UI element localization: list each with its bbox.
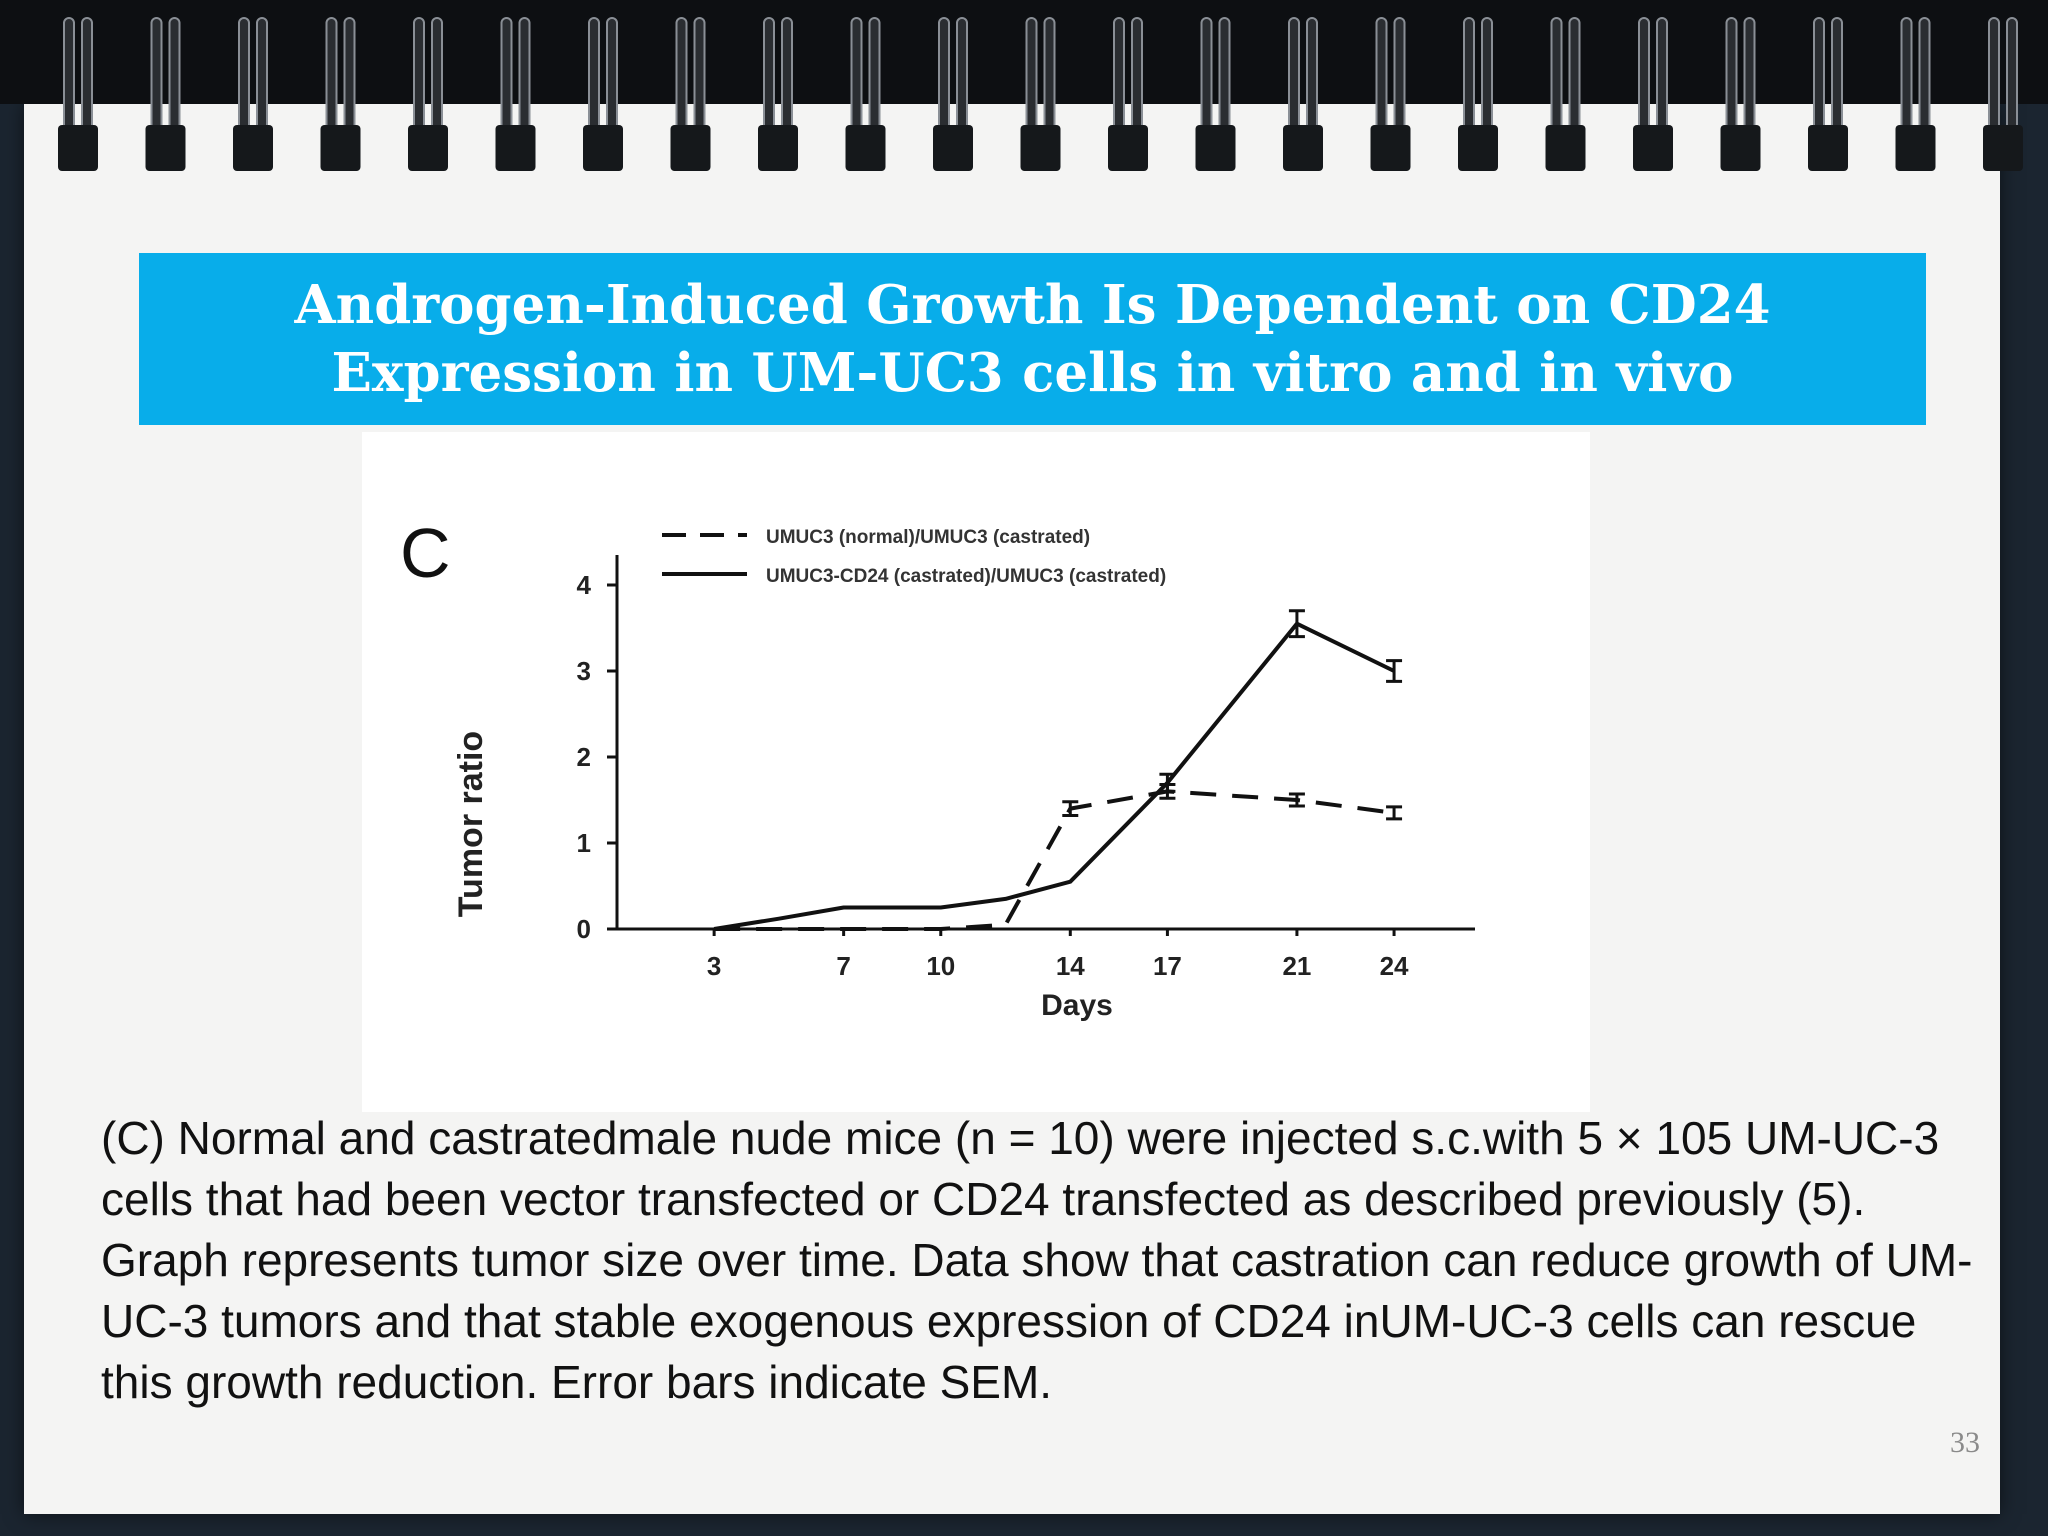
slide-title-line-1: Androgen-Induced Growth Is Dependent on … xyxy=(294,274,1771,336)
spiral-ring xyxy=(1195,17,1236,171)
spiral-ring xyxy=(1633,17,1673,171)
chart-panel: C Tumor ratio Days UMUC3 (normal)/UMUC3 … xyxy=(362,432,1590,1112)
spiral-ring xyxy=(1983,17,2023,171)
spiral-ring xyxy=(1808,17,1848,171)
y-tick-label: 4 xyxy=(577,570,592,600)
spiral-ring xyxy=(933,17,973,171)
spiral-ring xyxy=(1458,17,1498,171)
spiral-ring xyxy=(320,17,361,171)
spiral-ring xyxy=(1108,17,1148,171)
x-tick-label: 21 xyxy=(1282,951,1311,981)
x-tick-label: 24 xyxy=(1380,951,1409,981)
y-tick-label: 2 xyxy=(577,742,591,772)
series-line-1 xyxy=(714,789,1395,931)
spiral-ring xyxy=(408,17,448,171)
spiral-ring xyxy=(495,17,536,171)
tumor-ratio-chart: C Tumor ratio Days UMUC3 (normal)/UMUC3 … xyxy=(400,514,1475,1022)
panel-label: C xyxy=(400,514,451,592)
spiral-ring xyxy=(1020,17,1061,171)
binding-strip xyxy=(0,0,2048,104)
spiral-ring xyxy=(145,17,186,171)
y-tick-label: 1 xyxy=(577,828,591,858)
spiral-ring xyxy=(1545,17,1586,171)
slide-title-line-2: Expression in UM-UC3 cells in vitro and … xyxy=(331,342,1734,404)
x-tick-label: 10 xyxy=(926,951,955,981)
x-tick-label: 7 xyxy=(836,951,850,981)
y-axis-label: Tumor ratio xyxy=(452,731,490,917)
x-tick-label: 3 xyxy=(707,951,721,981)
x-axis-label: Days xyxy=(1041,989,1113,1022)
legend-label-series-1: UMUC3 (normal)/UMUC3 (castrated) xyxy=(766,527,1090,548)
spiral-ring xyxy=(58,17,98,171)
y-tick-label: 3 xyxy=(577,656,591,686)
spiral-ring xyxy=(845,17,886,171)
spiral-ring xyxy=(1895,17,1936,171)
spiral-ring xyxy=(1283,17,1323,171)
x-tick-label: 17 xyxy=(1153,951,1182,981)
figure-caption: (C) Normal and castratedmale nude mice (… xyxy=(101,1112,1973,1408)
spiral-ring xyxy=(670,17,711,171)
legend: UMUC3 (normal)/UMUC3 (castrated) UMUC3-C… xyxy=(662,527,1166,587)
y-tick-label: 0 xyxy=(577,914,591,944)
page-number: 33 xyxy=(1950,1426,1980,1459)
series-line-2 xyxy=(713,621,1395,931)
legend-label-series-2: UMUC3-CD24 (castrated)/UMUC3 (castrated) xyxy=(766,566,1166,587)
spiral-ring xyxy=(758,17,798,171)
spiral-ring xyxy=(583,17,623,171)
spiral-ring xyxy=(1720,17,1761,171)
spiral-binding xyxy=(0,0,2048,171)
spiral-ring xyxy=(1370,17,1411,171)
spiral-ring xyxy=(233,17,273,171)
x-tick-label: 14 xyxy=(1056,951,1085,981)
slide-title: Androgen-Induced Growth Is Dependent on … xyxy=(139,253,1926,425)
